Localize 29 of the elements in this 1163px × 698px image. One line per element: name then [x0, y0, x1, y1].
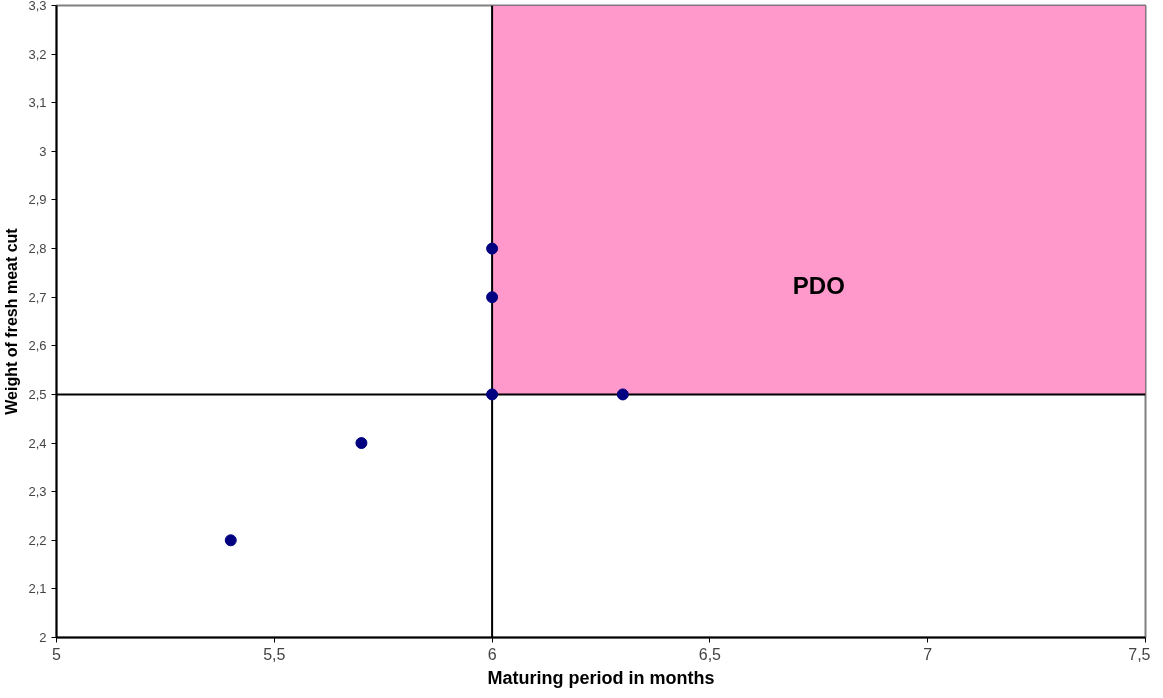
x-tick-label: 7: [923, 645, 933, 663]
x-tick-label: 7,5: [1128, 645, 1151, 663]
point: [224, 534, 237, 547]
y-axis-title: Weight of fresh meat cut: [3, 227, 21, 415]
y-tick-label: 2,9: [28, 192, 47, 208]
point: [355, 437, 368, 450]
x-tick-label: 5,5: [263, 645, 286, 663]
band-label: PDO: [792, 272, 845, 300]
y-tick-label: 3,1: [28, 95, 47, 111]
y-tick-label: 2,6: [28, 338, 47, 354]
x-tick-label: 5: [52, 645, 62, 663]
point: [486, 388, 499, 401]
y-tick-label: 3,2: [28, 46, 47, 62]
y-tick-label: 3: [39, 143, 47, 159]
y-tick-label: 2: [39, 630, 47, 645]
y-tick-label: 2,5: [28, 386, 47, 402]
y-tick-label: 2,1: [28, 581, 47, 597]
point: [486, 291, 499, 304]
y-tick-label: 2,2: [28, 532, 47, 548]
y-tick-label: 3,3: [28, 0, 47, 13]
x-axis-title: Maturing period in months: [487, 667, 715, 688]
y-tick-label: 2,4: [28, 435, 47, 451]
y-tick-label: 2,3: [28, 484, 47, 500]
x-tick-label: 6,5: [698, 645, 722, 663]
point: [486, 242, 499, 255]
point: [616, 388, 629, 401]
y-tick-label: 2,8: [28, 241, 47, 257]
x-tick-label: 6: [487, 645, 497, 663]
y-tick-label: 2,7: [28, 289, 47, 305]
